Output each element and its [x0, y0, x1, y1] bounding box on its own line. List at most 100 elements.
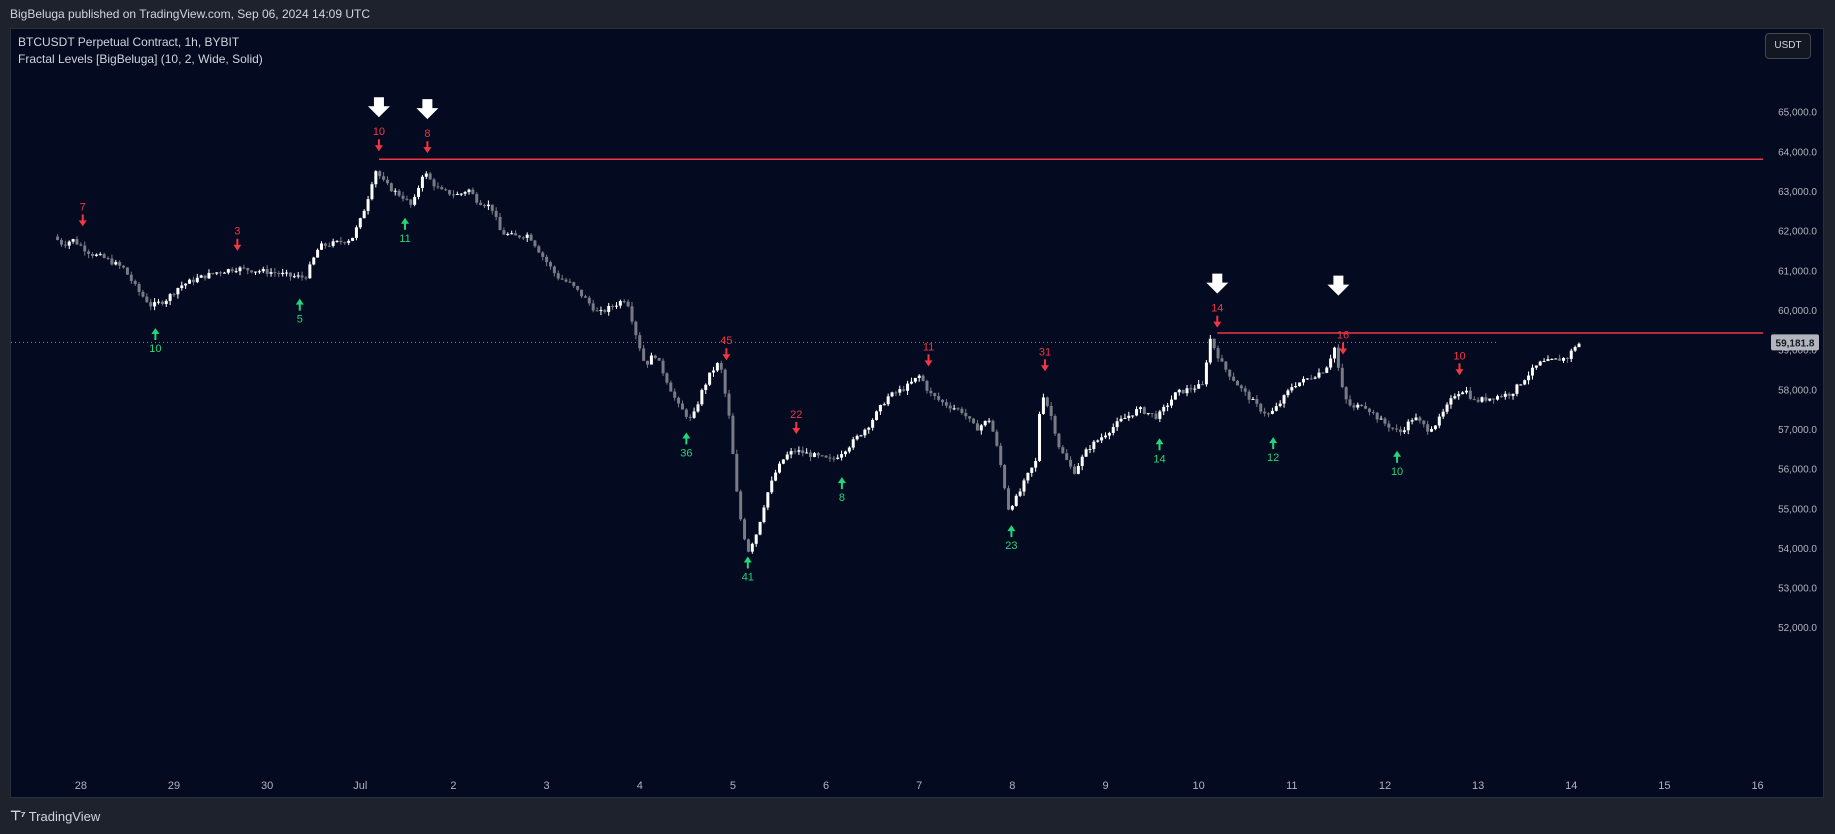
candle-body	[1395, 428, 1399, 430]
candle-body	[599, 310, 603, 312]
candle-body	[1057, 433, 1061, 448]
candle-body	[1119, 418, 1123, 422]
candle-body	[300, 275, 304, 278]
candle-body	[739, 491, 743, 520]
candle-body	[1480, 397, 1484, 402]
candle-body	[471, 189, 475, 195]
candle-body	[754, 534, 758, 544]
candle-body	[785, 454, 789, 460]
candle-body	[723, 369, 727, 394]
fractal-low-marker: 41	[742, 556, 754, 583]
candle-body	[1282, 395, 1286, 404]
candle-body	[304, 277, 308, 279]
x-tick-label: Jul	[353, 780, 367, 792]
candle-body	[1515, 384, 1519, 394]
candle-body	[1437, 416, 1441, 426]
candle-body	[292, 276, 296, 278]
candle-body	[87, 251, 91, 254]
candle-body	[1573, 347, 1577, 351]
candle-body	[483, 204, 487, 207]
candle-body	[1530, 367, 1534, 376]
candle-body	[646, 360, 650, 365]
candle-body	[436, 186, 440, 188]
candle-body	[409, 199, 413, 205]
candle-body	[331, 241, 335, 246]
candle-body	[79, 244, 83, 246]
fractal-low-marker: 10	[149, 328, 162, 355]
fractal-low-label: 11	[399, 233, 410, 245]
candle-body	[1414, 417, 1418, 421]
candle-body	[824, 455, 828, 458]
candle-body	[1391, 427, 1395, 429]
candle-body	[67, 241, 71, 246]
big-down-arrow-icon	[1206, 273, 1229, 294]
candle-body	[630, 306, 634, 322]
candle-body	[168, 294, 172, 301]
fractal-low-label: 41	[742, 571, 754, 583]
candle-body	[727, 393, 731, 416]
candle-body	[750, 543, 754, 552]
candlestick-chart[interactable]: 52,000.0 53,000.0 54,000.0 55,000.0 56,000.0…	[11, 29, 1824, 798]
candle-body	[1410, 420, 1414, 422]
x-tick-label: 14	[1565, 780, 1577, 792]
candle-body	[517, 235, 521, 238]
candle-body	[176, 288, 180, 295]
candle-body	[1375, 412, 1379, 420]
candle-body	[1488, 398, 1492, 401]
candle-body	[335, 240, 339, 242]
candle-body	[424, 173, 428, 177]
currency-button[interactable]: USDT	[1765, 33, 1811, 59]
x-tick-label: 7	[916, 780, 922, 792]
chart-panel[interactable]: 52,000.0 53,000.0 54,000.0 55,000.0 56,000.0…	[10, 28, 1824, 798]
y-tick-label: 65,000.0	[1778, 108, 1817, 119]
candle-body	[688, 416, 692, 418]
candle-body	[552, 266, 556, 274]
candle-body	[1197, 384, 1201, 389]
candle-body	[1096, 440, 1100, 442]
candle-body	[1286, 390, 1290, 396]
symbol-legend[interactable]: BTCUSDT Perpetual Contract, 1h, BYBIT	[18, 35, 240, 49]
y-tick-label: 53,000.0	[1778, 584, 1817, 595]
tradingview-logo[interactable]: ⊤⁷ TradingView	[10, 808, 100, 824]
candle-body	[1333, 347, 1337, 359]
x-tick-label: 8	[1009, 780, 1015, 792]
candle-body	[715, 363, 719, 371]
candle-body	[354, 227, 358, 238]
candle-body	[576, 286, 580, 290]
candle-body	[125, 267, 129, 275]
candle-body	[366, 199, 370, 211]
arrow-up-icon	[837, 477, 846, 484]
candle-body	[428, 173, 432, 180]
candle-body	[347, 240, 351, 243]
y-tick-label: 57,000.0	[1778, 425, 1817, 436]
candle-body	[114, 262, 118, 265]
candle-body	[611, 305, 615, 307]
arrow-down-icon	[722, 354, 731, 361]
candle-body	[1131, 415, 1135, 417]
candle-body	[983, 420, 987, 426]
fractal-low-label: 5	[297, 314, 303, 326]
candles	[56, 170, 1581, 554]
fractal-low-marker: 14	[1153, 438, 1166, 465]
candle-body	[417, 187, 421, 197]
candle-body	[1523, 380, 1527, 385]
candle-body	[774, 472, 778, 481]
candle-body	[250, 270, 254, 273]
candle-body	[498, 217, 502, 231]
arrow-down-icon	[374, 145, 383, 152]
indicator-legend[interactable]: Fractal Levels [BigBeluga] (10, 2, Wide,…	[18, 52, 263, 66]
candle-body	[94, 254, 98, 256]
candle-body	[541, 252, 545, 257]
candle-body	[172, 294, 176, 296]
candle-body	[719, 363, 723, 370]
x-tick-label: 15	[1658, 780, 1670, 792]
fractal-high-label: 3	[234, 226, 240, 238]
last-price-tag	[1771, 334, 1819, 351]
y-tick-label: 59,000.0	[1778, 346, 1817, 357]
x-tick-label: 4	[637, 780, 643, 792]
candle-body	[583, 296, 587, 298]
arrow-up-icon	[1393, 450, 1402, 457]
y-tick-label: 54,000.0	[1778, 544, 1817, 555]
candle-body	[1034, 461, 1038, 468]
fractal-high-label: 16	[1337, 329, 1349, 341]
